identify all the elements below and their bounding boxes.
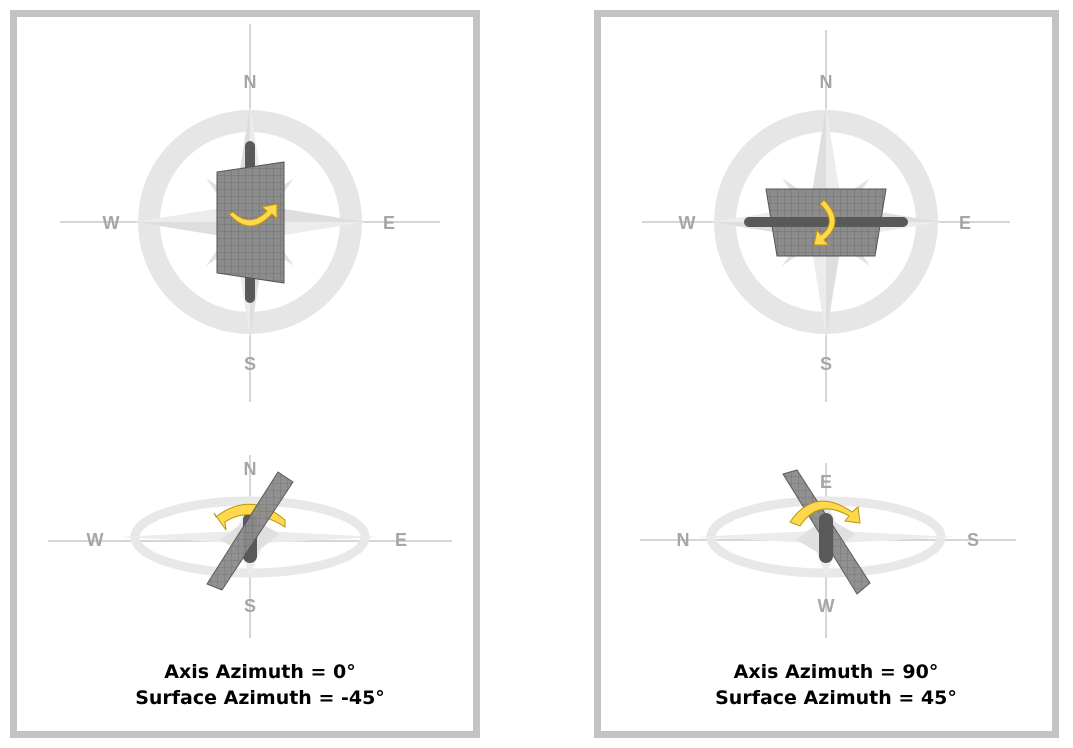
surface-azimuth-label: Surface Azimuth = -45° <box>135 687 385 709</box>
south-label: S <box>244 354 256 374</box>
axis-azimuth-label: Axis Azimuth = 0° <box>164 661 356 683</box>
north-label: N <box>677 530 690 550</box>
west-label: W <box>679 213 696 233</box>
west-label: W <box>818 596 835 616</box>
north-label: N <box>820 72 833 92</box>
west-label: W <box>103 213 120 233</box>
west-label: W <box>87 530 104 550</box>
north-label: N <box>244 459 257 479</box>
east-label: E <box>959 213 971 233</box>
south-label: S <box>820 354 832 374</box>
right-bottom-tracker <box>782 469 871 595</box>
axis-azimuth-label: Axis Azimuth = 90° <box>733 661 939 683</box>
right-top-tracker <box>744 188 908 257</box>
east-label: E <box>395 530 407 550</box>
rotation-arrow-icon <box>789 500 861 527</box>
left-top-tracker <box>216 141 285 303</box>
solar-panel <box>206 471 294 591</box>
east-label: E <box>383 213 395 233</box>
right-caption: Axis Azimuth = 90° Surface Azimuth = 45° <box>636 659 1036 711</box>
north-label: N <box>244 72 257 92</box>
left-caption: Axis Azimuth = 0° Surface Azimuth = -45° <box>60 659 460 711</box>
east-label: E <box>820 472 832 492</box>
rotation-arrow-icon <box>813 199 836 246</box>
surface-azimuth-label: Surface Azimuth = 45° <box>715 687 957 709</box>
south-label: S <box>244 596 256 616</box>
rotation-arrow-icon <box>228 203 278 227</box>
south-label: S <box>967 530 979 550</box>
left-bottom-tracker <box>206 471 294 591</box>
